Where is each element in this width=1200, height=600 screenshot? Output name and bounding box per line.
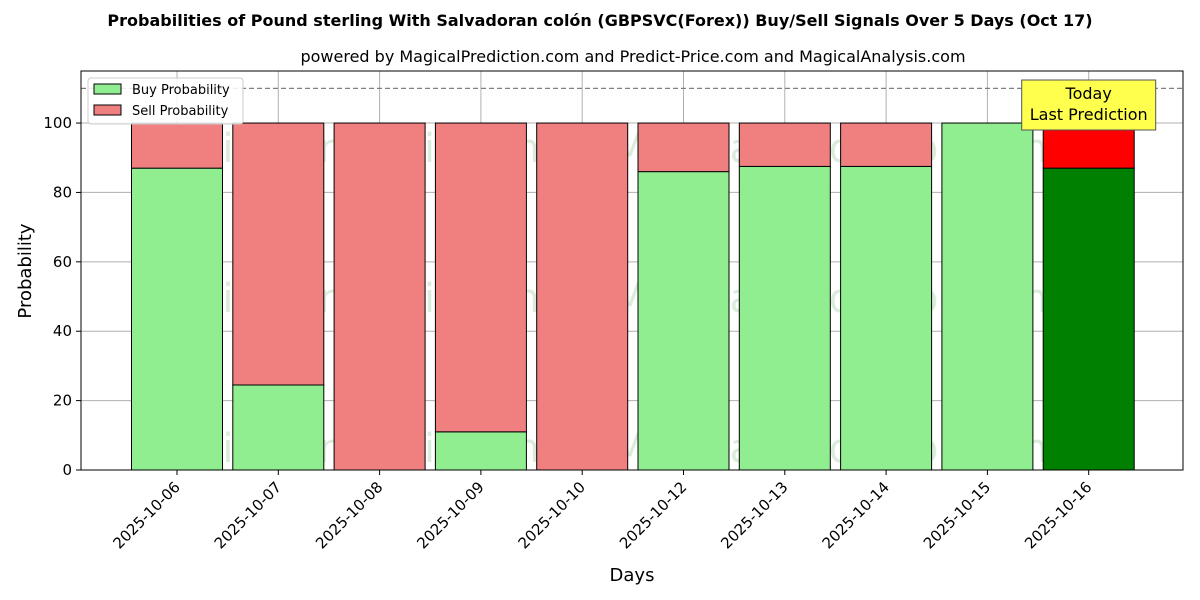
bar-buy-2025-10-09 — [434, 431, 527, 471]
bar-sell-2025-10-09 — [434, 122, 527, 433]
bar-buy-2025-10-07 — [232, 384, 325, 471]
today-box — [1021, 79, 1157, 131]
legend-swatch-sell — [93, 104, 122, 116]
legend: Buy Probability Sell Probability — [87, 77, 244, 125]
bar-sell-2025-10-07 — [232, 122, 325, 386]
bar-sell-2025-10-10 — [536, 122, 629, 471]
bar-buy-2025-10-16 — [1042, 167, 1135, 471]
today-annotation: Today Last Prediction — [1021, 79, 1157, 131]
plot-frame — [80, 70, 1184, 471]
today-label: Today — [1065, 84, 1112, 103]
bar-buy-2025-10-12 — [637, 171, 730, 471]
x-axis-ticks: 2025-10-06 2025-10-07 2025-10-08 2025-10-09… — [109, 470, 1096, 552]
bar-buy-2025-10-14 — [840, 165, 933, 471]
bar-sell-2025-10-08 — [333, 122, 426, 471]
x-tick-label: 2025-10-16 — [1021, 478, 1095, 552]
chart-subtitle: powered by MagicalPrediction.com and Pre… — [300, 47, 965, 66]
y-tick-label: 100 — [43, 114, 72, 132]
x-tick-label: 2025-10-09 — [413, 478, 487, 552]
x-tick-label: 2025-10-13 — [717, 478, 791, 552]
legend-label-sell: Sell Probability — [132, 104, 229, 119]
bar-sell-2025-10-14 — [840, 122, 933, 167]
x-tick-label: 2025-10-10 — [515, 478, 589, 552]
x-tick-label: 2025-10-08 — [312, 478, 386, 552]
legend-label-buy: Buy Probability — [132, 83, 230, 98]
x-axis-label: Days — [610, 565, 655, 586]
bar-sell-2025-10-06 — [131, 122, 223, 169]
y-tick-label: 20 — [53, 392, 72, 410]
y-tick-label: 60 — [53, 253, 72, 271]
bar-sell-2025-10-12 — [637, 122, 730, 173]
today-label: Last Prediction — [1030, 105, 1148, 124]
y-tick-label: 80 — [53, 183, 72, 201]
legend-swatch-buy — [93, 83, 122, 95]
bar-buy-2025-10-15 — [941, 122, 1034, 471]
bar-buy-2025-10-13 — [738, 165, 831, 471]
bar-buy-2025-10-06 — [131, 167, 223, 471]
y-axis-label: Probability — [15, 223, 36, 318]
bar-sell-2025-10-16 — [1042, 122, 1135, 169]
bars — [131, 122, 1135, 471]
x-tick-label: 2025-10-14 — [819, 478, 893, 552]
legend-box — [87, 77, 244, 125]
chart-title: Probabilities of Pound sterling With Sal… — [107, 11, 1092, 30]
y-axis-ticks: 0 20 40 60 80 100 — [43, 114, 81, 479]
bar-sell-2025-10-13 — [738, 122, 831, 167]
x-tick-label: 2025-10-07 — [211, 478, 285, 552]
x-tick-label: 2025-10-06 — [109, 478, 183, 552]
x-tick-label: 2025-10-12 — [616, 478, 690, 552]
y-tick-label: 40 — [53, 322, 72, 340]
x-tick-label: 2025-10-15 — [920, 478, 994, 552]
y-tick-label: 0 — [62, 461, 72, 479]
